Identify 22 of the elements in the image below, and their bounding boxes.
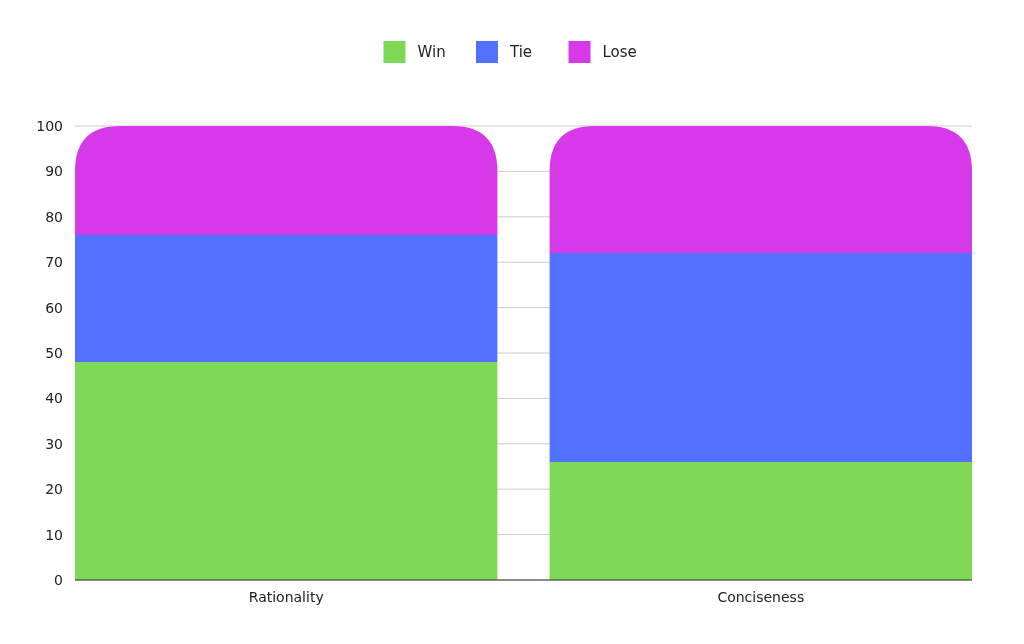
y-tick-label: 70 (45, 254, 63, 271)
bar (75, 126, 498, 235)
y-tick-label: 100 (36, 117, 63, 134)
y-tick-label: 40 (45, 390, 63, 407)
bar (75, 362, 498, 580)
bar (549, 126, 972, 254)
x-tick-label: Rationality (248, 589, 324, 605)
bar (75, 234, 498, 363)
y-tick-label: 20 (45, 481, 63, 498)
bar (549, 461, 972, 580)
legend-label: Tie (509, 43, 533, 62)
legend-label: Lose (602, 43, 637, 62)
y-tick-label: 30 (45, 435, 63, 452)
y-tick-label: 0 (54, 571, 63, 588)
y-tick-label: 60 (45, 299, 63, 316)
y-tick-label: 50 (45, 344, 63, 361)
x-tick-label: Conciseness (717, 589, 805, 605)
y-tick-label: 80 (45, 208, 63, 225)
legend-label: Win (417, 43, 446, 62)
y-tick-label: 10 (45, 526, 63, 543)
y-tick-label: 90 (45, 163, 63, 180)
bar (549, 253, 972, 462)
